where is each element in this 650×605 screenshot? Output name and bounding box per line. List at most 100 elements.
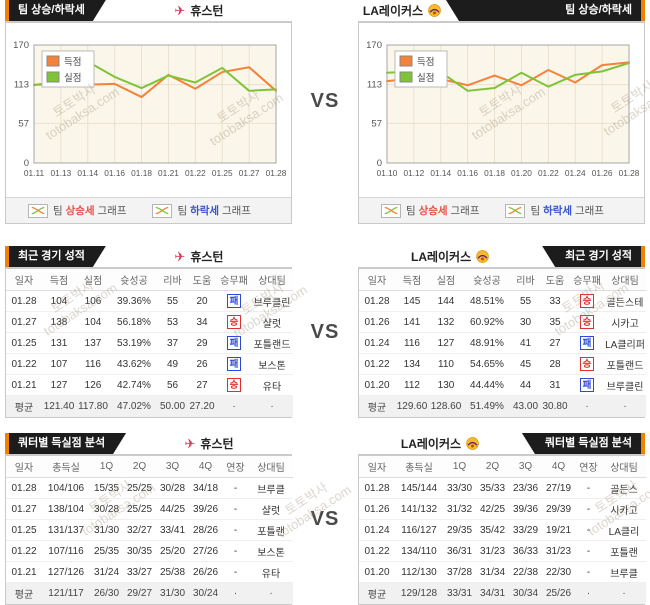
table-row: 01.25 131/137 31/30 32/27 33/41 28/26- 포틀랜	[6, 519, 293, 541]
cell: ·	[249, 582, 293, 604]
cell: 01.25	[6, 332, 42, 354]
cell: 127	[429, 332, 463, 354]
cell: 25/25	[123, 477, 156, 499]
cell: 127	[42, 374, 76, 396]
table-row: 01.20 112 130 44.44% 44 31 패 브루클린	[359, 374, 646, 396]
cell: 26	[187, 353, 217, 375]
cell: 141/132	[395, 498, 443, 520]
cell: ·	[251, 395, 293, 417]
vs-label: VS	[310, 320, 340, 343]
cell: 34/18	[189, 477, 222, 499]
cell: ·	[602, 582, 646, 604]
cell: 브루클린	[604, 374, 646, 396]
cell: 23/36	[509, 477, 542, 499]
column-header: 리바	[158, 269, 187, 291]
table-row: 01.27 138/104 30/28 25/25 44/25 39/26- 샬럿	[6, 498, 293, 520]
x-tick-label: 01.11	[24, 168, 45, 178]
table-row: 01.22 107 116 43.62% 49 26 패 보스톤	[6, 353, 293, 375]
cell: 31/23	[476, 540, 509, 562]
column-header: 3Q	[156, 456, 189, 478]
table-row: 01.24 116/127 29/35 35/42 33/29 19/21- LA클리	[359, 519, 646, 541]
y-tick-label: 170	[13, 40, 29, 51]
y-tick-label: 0	[24, 158, 29, 169]
cell: 43.00	[511, 395, 540, 417]
cell: 128.60	[429, 395, 463, 417]
quarter-analysis-section: 쿼터별 득실점 분석 ✈ 휴스턴 일자 총득실 1Q 2Q 3Q 4Q 연장 상대팀 01.28…	[0, 433, 650, 605]
result-cell: 승	[570, 290, 604, 312]
cell: 121/117	[42, 582, 90, 604]
win-badge: 승	[580, 315, 594, 329]
trend-header-right: LA레이커스 팀 상승/하락세	[358, 0, 645, 22]
x-tick-label: 01.18	[131, 168, 152, 178]
cell: 01.28	[359, 477, 395, 499]
cell: 126	[76, 374, 110, 396]
cell: 유타	[251, 374, 293, 396]
column-header: 총득실	[395, 456, 443, 478]
cell: 브루클	[602, 561, 646, 583]
trend-section: 팀 상승/하락세 ✈ 휴스턴 0 57 113 170 01.11 01.13 01.14 0…	[0, 0, 650, 224]
column-header: 실점	[429, 269, 463, 291]
cell: 01.22	[6, 353, 42, 375]
cell: 33/41	[156, 519, 189, 541]
cell: 01.24	[359, 332, 395, 354]
team-label-lakers: LA레이커스	[358, 433, 522, 454]
quarter-header-right: LA레이커스 쿼터별 득실점 분석	[358, 433, 645, 455]
cell: 60.92%	[463, 311, 511, 333]
cell: 42.74%	[110, 374, 158, 396]
cell: 31	[540, 374, 570, 396]
cell: 22/38	[509, 561, 542, 583]
cell: 107	[42, 353, 76, 375]
cell: LA클리퍼	[604, 332, 646, 354]
cell: 골든스테	[604, 290, 646, 312]
column-header: 2Q	[123, 456, 156, 478]
cell: 104	[76, 311, 110, 333]
column-header: 승무패	[217, 269, 251, 291]
cell: 116	[395, 332, 429, 354]
accent-bar	[5, 246, 9, 267]
column-header: 일자	[359, 269, 395, 291]
cell: 121.40	[42, 395, 76, 417]
accent-bar	[5, 433, 9, 454]
cell: 01.28	[359, 290, 395, 312]
trend-header-left: 팀 상승/하락세 ✈ 휴스턴	[5, 0, 292, 22]
result-cell: 패	[217, 290, 251, 312]
cell: 01.20	[359, 374, 395, 396]
column-header: 상대팀	[251, 269, 293, 291]
cell: 31/30	[90, 519, 123, 541]
lakers-logo-icon	[428, 4, 441, 17]
cell: 35/42	[476, 519, 509, 541]
y-tick-label: 113	[367, 80, 382, 91]
column-header: 3Q	[509, 456, 542, 478]
recent-header-right: LA레이커스 최근 경기 성적	[358, 246, 645, 268]
quarter-table-houston: 일자 총득실 1Q 2Q 3Q 4Q 연장 상대팀 01.28 104/106 15/35 25/25…	[6, 456, 293, 604]
column-header: 1Q	[443, 456, 476, 478]
cell: 30/28	[156, 477, 189, 499]
table-row: 01.24 116 127 48.91% 41 27 패 LA클리퍼	[359, 332, 646, 354]
loss-badge: 패	[580, 378, 594, 392]
team-name: 휴스턴	[190, 4, 224, 18]
recent-header-left: 최근 경기 성적 ✈ 휴스턴	[5, 246, 292, 268]
cell: 33/30	[443, 477, 476, 499]
cell: 27	[540, 332, 570, 354]
cell: 01.26	[359, 311, 395, 333]
loss-badge: 패	[227, 294, 241, 308]
cell: 포틀랜	[249, 519, 293, 541]
cell: 44.44%	[463, 374, 511, 396]
table-row: 01.26 141 132 60.92% 30 35 승 시카고	[359, 311, 646, 333]
cell: 49	[158, 353, 187, 375]
cell: 48.91%	[463, 332, 511, 354]
cell: 26/26	[189, 561, 222, 583]
team-label-lakers: LA레이커스	[358, 246, 542, 267]
cell: 36/33	[509, 540, 542, 562]
cell: 01.25	[6, 519, 42, 541]
cell: -	[575, 561, 602, 583]
trend-chart-lakers: 0 57 113 170 01.10 01.12 01.14 01.16 01.18 01.20 0…	[359, 23, 644, 197]
graph-legend-strip: 팀 상승세 그래프 팀 하락세 그래프	[6, 197, 291, 223]
cell: 29/27	[123, 582, 156, 604]
cell: 112/130	[395, 561, 443, 583]
table-row: 01.22 134/110 36/31 31/23 36/33 31/23- 포틀랜	[359, 540, 646, 562]
x-tick-label: 01.14	[430, 168, 451, 178]
accent-bar	[641, 246, 645, 267]
